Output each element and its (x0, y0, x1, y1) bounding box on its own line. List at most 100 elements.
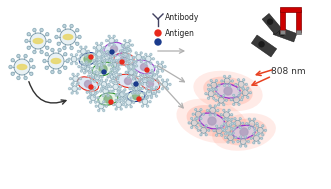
Ellipse shape (51, 59, 61, 64)
Ellipse shape (176, 99, 248, 143)
Circle shape (24, 76, 27, 80)
Circle shape (64, 66, 67, 69)
Circle shape (253, 135, 260, 141)
Circle shape (111, 60, 113, 62)
Circle shape (226, 127, 228, 129)
Circle shape (141, 83, 143, 85)
Circle shape (231, 127, 233, 129)
Circle shape (127, 57, 129, 59)
Circle shape (113, 35, 115, 37)
Circle shape (102, 70, 106, 74)
Circle shape (72, 82, 74, 84)
Circle shape (70, 77, 71, 80)
Circle shape (215, 93, 217, 95)
Circle shape (108, 64, 110, 66)
Circle shape (213, 88, 215, 90)
Circle shape (267, 19, 272, 24)
Ellipse shape (193, 71, 262, 111)
Circle shape (107, 86, 109, 88)
Ellipse shape (215, 84, 240, 98)
Circle shape (70, 46, 73, 50)
Circle shape (151, 89, 157, 94)
Circle shape (224, 87, 232, 95)
Circle shape (93, 53, 95, 55)
Circle shape (137, 92, 139, 94)
Circle shape (129, 40, 131, 42)
Circle shape (232, 128, 234, 131)
Circle shape (159, 83, 161, 85)
Circle shape (124, 61, 127, 63)
Circle shape (112, 50, 114, 53)
Circle shape (128, 70, 134, 75)
Circle shape (81, 67, 83, 70)
Circle shape (137, 97, 141, 101)
Circle shape (119, 73, 121, 76)
Circle shape (247, 140, 250, 143)
Circle shape (64, 53, 67, 56)
Circle shape (224, 78, 230, 84)
Circle shape (145, 88, 148, 90)
Circle shape (96, 49, 98, 51)
Circle shape (33, 29, 36, 32)
Circle shape (243, 79, 245, 81)
Circle shape (228, 135, 234, 141)
Circle shape (141, 87, 144, 89)
Circle shape (118, 93, 124, 98)
Circle shape (104, 51, 106, 53)
Circle shape (148, 91, 150, 93)
Ellipse shape (98, 93, 118, 105)
Circle shape (151, 78, 153, 80)
Circle shape (125, 71, 127, 73)
Circle shape (149, 101, 151, 103)
Circle shape (120, 99, 122, 101)
Circle shape (122, 104, 125, 106)
Circle shape (139, 101, 141, 103)
Circle shape (127, 66, 129, 68)
Circle shape (90, 79, 92, 81)
Circle shape (111, 62, 117, 68)
Circle shape (128, 54, 131, 56)
Circle shape (254, 118, 256, 120)
Circle shape (221, 125, 223, 127)
Circle shape (248, 127, 250, 129)
Circle shape (223, 75, 226, 78)
Circle shape (243, 88, 245, 90)
Circle shape (86, 91, 88, 93)
Ellipse shape (233, 125, 256, 139)
Circle shape (40, 29, 43, 32)
Circle shape (101, 67, 103, 69)
Circle shape (89, 55, 93, 59)
Circle shape (112, 81, 114, 84)
Circle shape (134, 83, 136, 85)
Circle shape (90, 95, 96, 101)
Circle shape (195, 108, 197, 111)
Circle shape (110, 74, 116, 80)
Circle shape (101, 55, 103, 57)
Circle shape (225, 99, 227, 101)
Circle shape (230, 124, 232, 126)
Circle shape (110, 71, 112, 74)
Circle shape (239, 92, 241, 94)
Circle shape (250, 137, 252, 139)
Circle shape (100, 79, 103, 81)
Circle shape (80, 61, 82, 64)
Circle shape (247, 87, 249, 89)
Circle shape (78, 58, 80, 60)
Circle shape (232, 132, 234, 134)
Circle shape (218, 97, 224, 103)
Circle shape (257, 127, 263, 133)
Circle shape (119, 91, 125, 97)
Circle shape (91, 73, 96, 79)
Circle shape (88, 72, 91, 74)
Circle shape (77, 82, 79, 84)
Circle shape (107, 50, 109, 53)
Circle shape (136, 92, 139, 94)
Circle shape (143, 56, 145, 58)
Circle shape (17, 76, 20, 80)
Circle shape (93, 60, 95, 62)
Circle shape (206, 109, 209, 112)
Circle shape (25, 39, 28, 43)
Circle shape (127, 76, 130, 78)
Ellipse shape (199, 113, 225, 129)
Circle shape (76, 83, 78, 85)
